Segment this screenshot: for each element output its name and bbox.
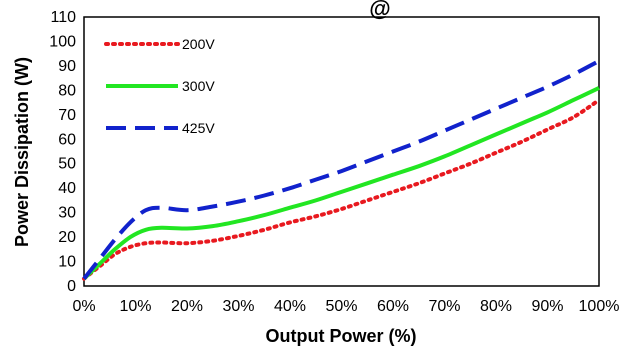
x-tick-label: 20% (171, 298, 203, 315)
y-tick-label: 60 (58, 131, 76, 148)
x-tick-label: 30% (222, 298, 254, 315)
x-tick-label: 100% (579, 298, 620, 315)
y-tick-label: 110 (50, 9, 76, 26)
y-tick-label: 100 (49, 33, 76, 50)
x-tick-label: 60% (377, 298, 409, 315)
x-tick-label: 10% (119, 298, 151, 315)
x-tick-label: 70% (428, 298, 460, 315)
y-tick-label: 40 (58, 180, 76, 197)
legend-label-425v: 425V (182, 120, 215, 136)
series-line-300v (82, 86, 600, 281)
series-line-200v (82, 98, 601, 281)
y-axis-label: Power Dissipation (W) (12, 57, 32, 247)
series-lines (82, 59, 601, 281)
y-tick-label: 80 (58, 82, 76, 99)
x-tick-label: 80% (480, 298, 512, 315)
y-tick-label: 0 (67, 278, 76, 295)
y-tick-label: 70 (58, 107, 76, 124)
y-tick-label: 10 (58, 254, 76, 271)
y-axis-ticks: 0 10 20 30 40 50 60 70 80 90 100 110 (49, 9, 76, 295)
x-axis-label: Output Power (%) (266, 326, 417, 346)
legend-label-300v: 300V (182, 78, 215, 94)
y-tick-label: 90 (58, 58, 76, 75)
y-tick-label: 50 (58, 156, 76, 173)
y-tick-label: 30 (58, 205, 76, 222)
legend: 200V 300V 425V (104, 36, 215, 136)
x-tick-label: 40% (274, 298, 306, 315)
x-tick-label: 50% (325, 298, 357, 315)
y-tick-label: 20 (58, 229, 76, 246)
x-axis-ticks: 0% 10% 20% 30% 40% 50% 60% 70% 80% 90% 100% (72, 298, 619, 315)
x-tick-label: 90% (531, 298, 563, 315)
plot-area-frame (83, 16, 600, 287)
x-tick-label: 0% (72, 298, 95, 315)
legend-label-200v: 200V (182, 36, 215, 52)
chart-title-fragment: @ (369, 0, 390, 21)
series-line-425v (82, 59, 600, 280)
